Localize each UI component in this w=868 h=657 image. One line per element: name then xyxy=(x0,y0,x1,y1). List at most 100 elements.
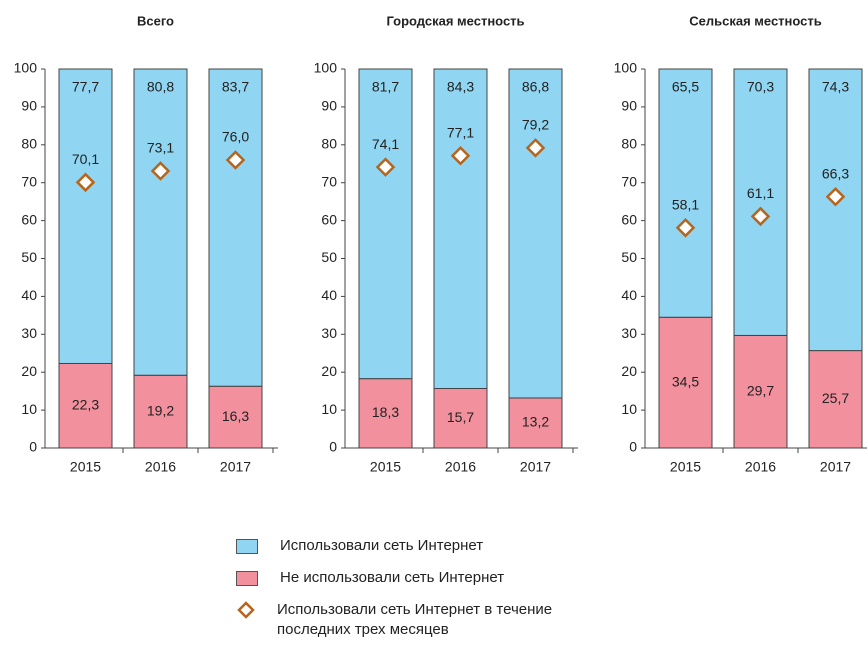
bar-segment xyxy=(358,68,413,380)
marker xyxy=(75,172,96,193)
y-tick-label: 10 xyxy=(21,401,37,417)
value-label: 79,2 xyxy=(522,117,549,133)
y-tick-label: 10 xyxy=(321,401,337,417)
x-tick-label: 2017 xyxy=(520,459,551,475)
value-label: 70,1 xyxy=(72,151,99,167)
value-label: 76,0 xyxy=(222,129,249,145)
value-label: 66,3 xyxy=(822,165,849,181)
y-tick-label: 70 xyxy=(21,173,37,189)
bar-segment xyxy=(133,68,188,376)
value-label: 34,5 xyxy=(672,373,699,389)
y-tick-label: 100 xyxy=(14,60,38,76)
value-label: 70,3 xyxy=(747,79,774,95)
legend-item: Использовали сеть Интернет xyxy=(232,536,610,556)
bar-segment xyxy=(433,68,488,389)
y-tick-label: 20 xyxy=(321,363,337,379)
x-tick-label: 2017 xyxy=(820,459,851,475)
bar-segment xyxy=(733,68,788,336)
legend-label: Не использовали сеть Интернет xyxy=(280,569,505,586)
bar-segment xyxy=(733,334,788,449)
chart-title: Сельская местность xyxy=(689,13,822,28)
legend-marker xyxy=(237,601,255,619)
legend-label: Использовали сеть Интернет xyxy=(280,537,484,554)
value-label: 73,1 xyxy=(147,140,174,156)
marker xyxy=(675,218,696,238)
value-label: 22,3 xyxy=(72,396,99,412)
marker xyxy=(525,138,546,158)
marker xyxy=(825,186,846,207)
value-label: 58,1 xyxy=(672,197,699,213)
legend-item: Использовали сеть Интернет в течение пос… xyxy=(232,600,610,640)
y-tick-label: 10 xyxy=(621,401,637,417)
bar-segment xyxy=(208,385,263,449)
bar-segment xyxy=(433,387,488,449)
value-label: 16,3 xyxy=(222,408,249,424)
y-tick-label: 20 xyxy=(621,363,637,379)
y-tick-label: 70 xyxy=(321,173,337,189)
legend-swatch xyxy=(237,601,255,619)
legend-item: Не использовали сеть Интернет xyxy=(232,568,610,588)
bar-segment xyxy=(508,397,563,449)
y-tick-label: 70 xyxy=(621,173,637,189)
legend-swatch xyxy=(236,571,258,586)
y-tick-label: 80 xyxy=(621,136,637,152)
legend-label: Использовали сеть Интернет в течение пос… xyxy=(277,601,553,638)
value-label: 18,3 xyxy=(372,404,399,420)
y-tick-label: 0 xyxy=(329,439,337,455)
value-label: 13,2 xyxy=(522,414,549,430)
value-label: 15,7 xyxy=(447,409,474,425)
bar-segment xyxy=(508,68,563,399)
y-tick-label: 50 xyxy=(321,249,337,265)
y-tick-label: 90 xyxy=(321,98,337,114)
x-tick-label: 2016 xyxy=(745,459,776,475)
bar-segment xyxy=(808,68,863,352)
value-label: 77,1 xyxy=(447,124,474,140)
bar-segment xyxy=(58,362,113,449)
value-label: 29,7 xyxy=(747,382,774,398)
value-label: 74,1 xyxy=(372,136,399,152)
y-tick-label: 80 xyxy=(321,136,337,152)
value-label: 81,7 xyxy=(372,79,399,95)
marker xyxy=(450,146,471,166)
marker xyxy=(150,161,171,181)
value-label: 74,3 xyxy=(822,79,849,95)
y-tick-label: 0 xyxy=(29,439,37,455)
value-label: 61,1 xyxy=(747,185,774,201)
x-tick-label: 2017 xyxy=(220,459,251,475)
y-tick-label: 30 xyxy=(21,325,37,341)
bar-segment xyxy=(358,378,413,449)
y-tick-label: 0 xyxy=(629,439,637,455)
bar-segment xyxy=(133,374,188,449)
y-tick-label: 40 xyxy=(621,287,637,303)
marker xyxy=(375,157,396,177)
x-tick-label: 2015 xyxy=(370,459,401,475)
y-tick-label: 60 xyxy=(21,211,37,227)
y-tick-label: 30 xyxy=(321,325,337,341)
chart-title: Всего xyxy=(137,13,174,28)
bar-segment xyxy=(208,68,263,387)
value-label: 84,3 xyxy=(447,79,474,95)
marker xyxy=(750,206,771,227)
y-tick-label: 40 xyxy=(21,287,37,303)
marker xyxy=(225,150,246,170)
value-label: 19,2 xyxy=(147,402,174,418)
x-tick-label: 2016 xyxy=(445,459,476,475)
charts: Всего0102030405060708090100201522,377,77… xyxy=(14,13,867,475)
y-tick-label: 60 xyxy=(321,211,337,227)
legend: Использовали сеть Интернет Не использовал… xyxy=(232,536,610,652)
y-tick-label: 80 xyxy=(21,136,37,152)
bar-segment xyxy=(808,350,863,449)
y-tick-label: 100 xyxy=(614,60,638,76)
y-tick-label: 30 xyxy=(621,325,637,341)
bar-segment xyxy=(658,68,713,318)
y-tick-label: 90 xyxy=(621,98,637,114)
bar-segment xyxy=(658,316,713,449)
chart-title: Городская местность xyxy=(386,13,524,28)
y-tick-label: 20 xyxy=(21,363,37,379)
y-tick-label: 50 xyxy=(621,249,637,265)
x-tick-label: 2015 xyxy=(70,459,101,475)
y-tick-label: 60 xyxy=(621,211,637,227)
y-tick-label: 90 xyxy=(21,98,37,114)
value-label: 80,8 xyxy=(147,79,174,95)
